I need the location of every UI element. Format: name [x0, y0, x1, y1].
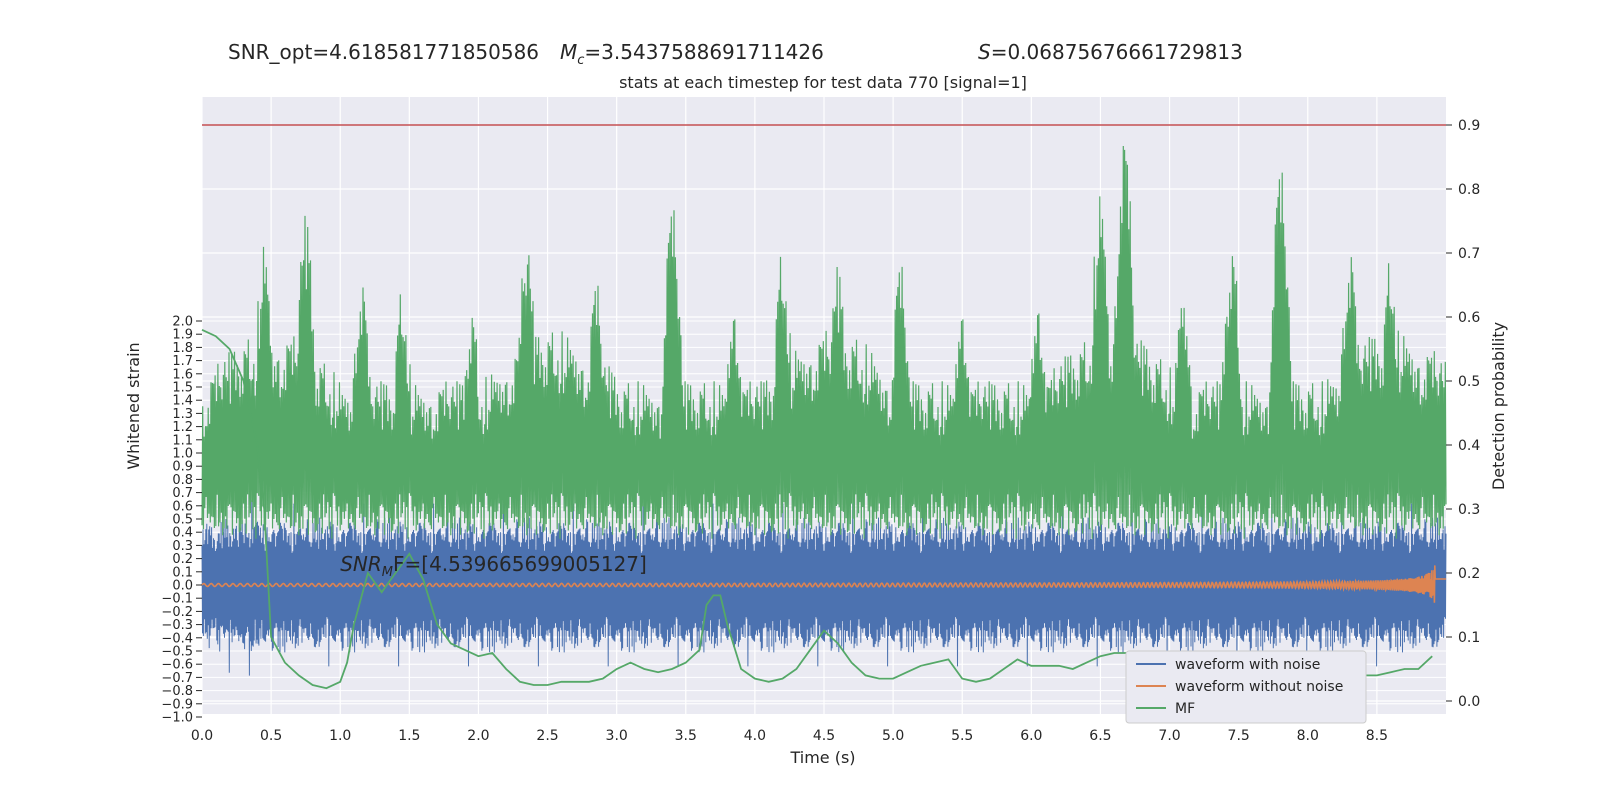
y-left-tick-label: −0.2	[161, 605, 193, 620]
waveform-without-noise-line	[201, 565, 1446, 603]
legend: waveform with noise waveform without noi…	[1125, 650, 1367, 724]
x-tick-label: 7.5	[1228, 728, 1250, 744]
suptitle-s-label: S	[978, 40, 991, 64]
y-left-tick-label: 0.6	[172, 499, 193, 514]
snr-mf-annotation: SNRMF=[4.539665699005127]	[340, 552, 647, 580]
y-left-tick-label: 0.0	[172, 579, 193, 594]
annotation-sub: M	[382, 565, 393, 580]
y-left-tick-label: 0.9	[172, 460, 193, 475]
y-right-tick-label: 0.2	[1458, 566, 1480, 582]
y-left-tick-label: 1.7	[172, 354, 193, 369]
y-left-tick-label: −1.0	[161, 711, 193, 726]
y-left-axis-ticks: 2.01.91.81.71.61.51.41.31.21.11.00.90.80…	[161, 315, 202, 726]
x-tick-label: 3.5	[675, 728, 697, 744]
y-left-tick-label: 1.4	[172, 394, 193, 409]
y-left-tick-label: 0.7	[172, 486, 193, 501]
y-right-axis-ticks: 0.9 0.8 0.7 0.6 0.5 0.4 0.3 0.2 0.1 0.0	[1446, 118, 1480, 710]
y-right-tick-label: 0.1	[1458, 630, 1480, 646]
x-tick-label: 8.0	[1297, 728, 1319, 744]
x-tick-label: 1.5	[398, 728, 420, 744]
y-left-tick-label: −0.9	[161, 697, 193, 712]
legend-label-waveform-without-noise: waveform without noise	[1175, 679, 1343, 695]
y-right-axis-label: Detection probability	[1489, 322, 1508, 490]
y-left-tick-label: −0.5	[161, 645, 193, 660]
mf-fluctuation-line	[201, 145, 1447, 539]
chart-title: stats at each timestep for test data 770…	[619, 73, 1027, 92]
y-right-tick-label: 0.6	[1458, 310, 1480, 326]
y-left-tick-label: −0.8	[161, 684, 193, 699]
y-right-tick-label: 0.8	[1458, 182, 1480, 198]
annotation-rest: F=[4.539665699005127]	[393, 552, 647, 576]
y-left-tick-label: 0.4	[172, 526, 193, 541]
y-right-tick-label: 0.0	[1458, 694, 1480, 710]
waveform-with-noise-line	[201, 499, 1447, 676]
y-left-tick-label: 0.3	[172, 539, 193, 554]
legend-box	[1125, 650, 1367, 724]
x-tick-label: 0.0	[191, 728, 213, 744]
y-left-tick-label: 0.2	[172, 552, 193, 567]
y-left-tick-label: 1.8	[172, 341, 193, 356]
legend-label-waveform-with-noise: waveform with noise	[1175, 657, 1320, 673]
x-tick-label: 4.5	[813, 728, 835, 744]
x-tick-label: 2.5	[536, 728, 558, 744]
y-left-axis-label: Whitened strain	[124, 342, 143, 469]
x-tick-label: 8.5	[1366, 728, 1388, 744]
suptitle-mc-label: M	[560, 40, 577, 64]
x-tick-label: 6.5	[1089, 728, 1111, 744]
x-tick-label: 7.0	[1158, 728, 1180, 744]
y-left-tick-label: 0.8	[172, 473, 193, 488]
suptitle-s-value: =0.06875676661729813	[991, 40, 1243, 64]
suptitle-s: S=0.06875676661729813	[978, 40, 1243, 64]
y-right-tick-label: 0.9	[1458, 118, 1480, 134]
x-axis-ticks: 0.0 0.5 1.0 1.5 2.0 2.5 3.0 3.5 4.0 4.5 5.0 5.5 6.0 6…	[191, 728, 1388, 744]
suptitle-mc: Mc=3.5437588691711426	[560, 40, 824, 68]
y-left-tick-label: −0.3	[161, 618, 193, 633]
x-axis-label: Time (s)	[789, 748, 855, 767]
x-tick-label: 1.0	[329, 728, 351, 744]
y-left-tick-label: 0.5	[172, 513, 193, 528]
y-left-tick-label: −0.4	[161, 631, 193, 646]
y-left-tick-label: 1.6	[172, 367, 193, 382]
y-left-tick-label: 1.1	[172, 433, 193, 448]
y-left-tick-label: −0.6	[161, 658, 193, 673]
y-left-tick-label: 1.0	[172, 447, 193, 462]
y-left-tick-label: 1.9	[172, 328, 193, 343]
y-left-tick-label: 0.1	[172, 565, 193, 580]
y-right-tick-label: 0.5	[1458, 374, 1480, 390]
series-waveform-with-noise	[201, 499, 1447, 676]
x-tick-label: 4.0	[744, 728, 766, 744]
x-tick-label: 5.0	[882, 728, 904, 744]
y-right-tick-label: 0.4	[1458, 438, 1480, 454]
y-left-tick-label: 2.0	[172, 315, 193, 330]
x-tick-label: 3.0	[606, 728, 628, 744]
x-tick-label: 0.5	[260, 728, 282, 744]
x-tick-label: 2.0	[467, 728, 489, 744]
suptitle-mc-sub: c	[577, 53, 584, 68]
x-tick-label: 6.0	[1020, 728, 1042, 744]
suptitle-mc-value: =3.5437588691711426	[584, 40, 823, 64]
y-left-tick-label: 1.3	[172, 407, 193, 422]
y-right-tick-label: 0.7	[1458, 246, 1480, 262]
x-tick-label: 5.5	[951, 728, 973, 744]
y-left-tick-label: −0.1	[161, 592, 193, 607]
y-left-tick-label: 1.2	[172, 420, 193, 435]
y-right-tick-label: 0.3	[1458, 502, 1480, 518]
legend-label-mf: MF	[1175, 701, 1195, 717]
suptitle-snr-opt: SNR_opt=4.618581771850586	[228, 40, 539, 64]
y-left-tick-label: 1.5	[172, 381, 193, 396]
annotation-label: SNR	[340, 552, 382, 576]
series-waveform-without-noise	[201, 565, 1446, 603]
y-left-tick-label: −0.7	[161, 671, 193, 686]
